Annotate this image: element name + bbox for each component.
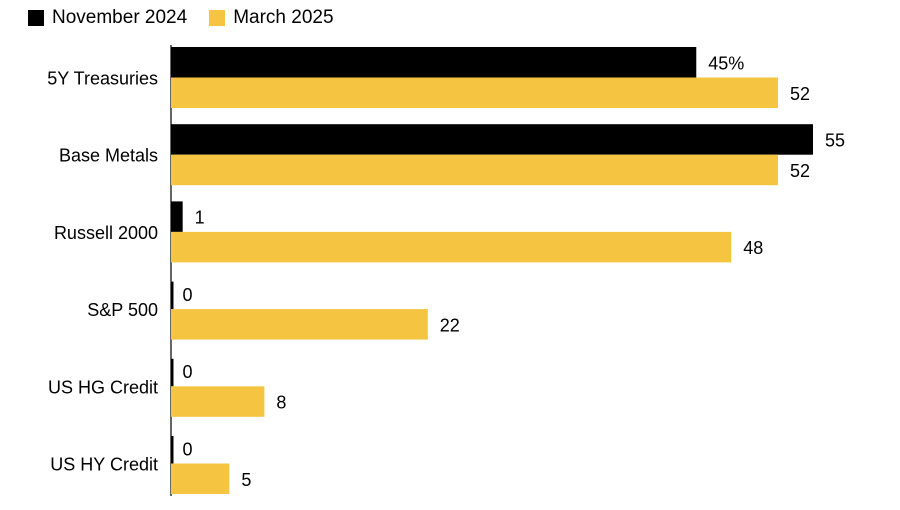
- bar-russell-2000-march-2025: [171, 231, 732, 263]
- bar-us-hg-credit-november-2024: [171, 358, 174, 387]
- data-label-russell-2000-march-2025: 48: [743, 238, 763, 258]
- category-label-5y-treasuries: 5Y Treasuries: [47, 69, 158, 89]
- data-label-s-p-500-november-2024: 0: [183, 285, 193, 305]
- bar-5y-treasuries-march-2025: [171, 77, 778, 108]
- data-label-us-hg-credit-november-2024: 0: [183, 362, 193, 382]
- legend-label-march-2025: March 2025: [233, 7, 334, 28]
- chart-legend: November 2024 March 2025: [28, 6, 356, 30]
- data-label-s-p-500-march-2025: 22: [440, 315, 460, 335]
- bar-russell-2000-november-2024: [171, 201, 183, 232]
- bar-s-p-500-march-2025: [171, 309, 428, 340]
- bar-us-hg-credit-march-2025: [171, 386, 265, 417]
- legend-swatch-march-2025: [209, 10, 226, 26]
- category-label-s-p-500: S&P 500: [87, 300, 158, 320]
- data-label-5y-treasuries-march-2025: 52: [790, 84, 810, 104]
- data-label-us-hy-credit-november-2024: 0: [183, 439, 193, 459]
- category-label-us-hy-credit: US HY Credit: [50, 455, 158, 475]
- data-label-base-metals-march-2025: 52: [790, 161, 810, 181]
- legend-item-march-2025: March 2025: [209, 7, 334, 29]
- legend-swatch-november-2024: [28, 10, 44, 26]
- data-label-base-metals-november-2024: 55: [825, 130, 845, 150]
- legend-item-november-2024: November 2024: [28, 7, 187, 29]
- data-label-russell-2000-november-2024: 1: [195, 208, 205, 228]
- category-label-base-metals: Base Metals: [59, 146, 158, 166]
- bar-s-p-500-november-2024: [171, 281, 174, 310]
- category-label-us-hg-credit: US HG Credit: [48, 377, 158, 397]
- legend-label-november-2024: November 2024: [52, 7, 188, 28]
- bar-5y-treasuries-november-2024: [171, 47, 697, 78]
- bar-us-hy-credit-march-2025: [171, 463, 230, 494]
- data-label-us-hg-credit-march-2025: 8: [276, 393, 286, 413]
- bar-base-metals-november-2024: [171, 124, 813, 155]
- data-label-5y-treasuries-november-2024: 45%: [708, 53, 744, 73]
- data-label-us-hy-credit-march-2025: 5: [241, 470, 251, 490]
- bar-base-metals-march-2025: [171, 154, 778, 186]
- bar-us-hy-credit-november-2024: [171, 436, 174, 464]
- category-label-russell-2000: Russell 2000: [54, 223, 158, 243]
